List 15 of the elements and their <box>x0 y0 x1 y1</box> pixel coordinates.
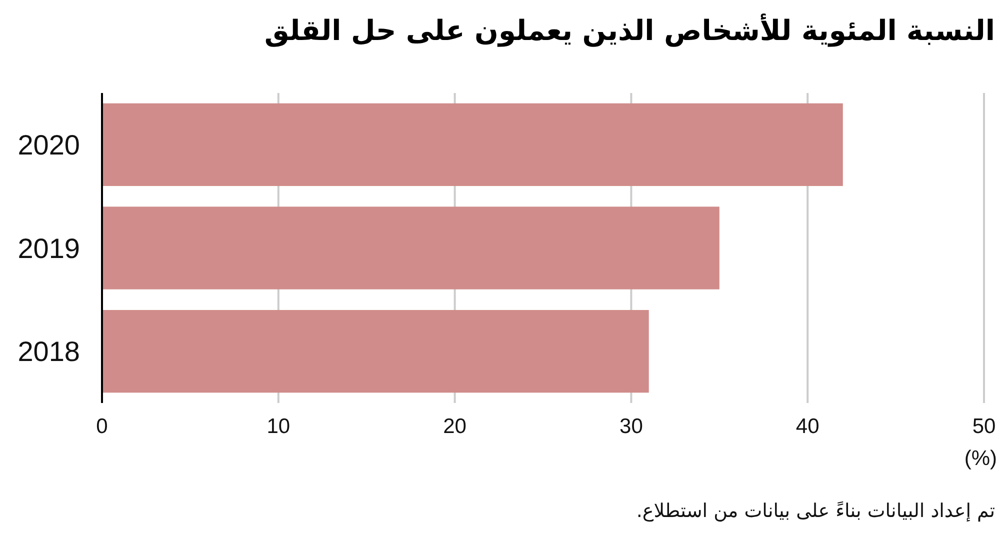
x-tick-label: 10 <box>266 415 290 438</box>
bar <box>102 310 649 393</box>
x-axis-title: (%) <box>964 447 997 470</box>
x-tick-label: 0 <box>96 415 108 438</box>
y-tick-label: 2020 <box>18 129 80 160</box>
text: تم إعداد البيانات بناءً على بيانات من استطلاع. <box>636 500 995 522</box>
chart-title: النسبة المئوية للأشخاص الذين يعملون على حل القلق <box>264 13 995 47</box>
y-tick-label: 2019 <box>18 232 80 264</box>
y-tick-label: 2018 <box>18 336 80 368</box>
bar <box>102 206 720 290</box>
x-tick-label: 40 <box>796 415 820 438</box>
x-tick-label: 20 <box>443 415 466 438</box>
x-tick-label: 30 <box>620 415 643 438</box>
x-tick-label: 50 <box>972 415 996 438</box>
bar <box>102 103 843 186</box>
